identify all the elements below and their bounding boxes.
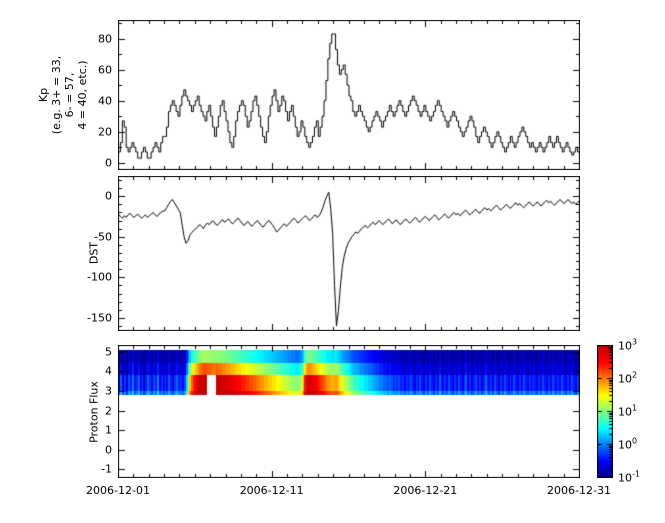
- y-tick-label: 0: [105, 156, 112, 170]
- colorbar-tick-label: 103: [618, 337, 638, 353]
- y-tick-label: -50: [94, 230, 112, 244]
- kp-step-plot: [118, 20, 580, 170]
- y-tick-label: 0: [105, 443, 112, 457]
- colorbar-tick-label: 10-1: [618, 469, 640, 485]
- flux-colorbar: [597, 345, 613, 478]
- x-tick-label: 2006-12-31: [547, 484, 611, 497]
- colorbar-tick-label: 102: [618, 370, 638, 386]
- y-tick-label: 4: [105, 364, 112, 378]
- y-tick-label: 2: [105, 404, 112, 417]
- y-tick-label: 5: [105, 345, 112, 359]
- y-tick-label: 80: [98, 32, 112, 46]
- x-tick-label: 2006-12-11: [239, 484, 304, 497]
- y-tick-label: 60: [98, 63, 112, 77]
- y-tick-label: 3: [105, 384, 112, 398]
- y-tick-label: 1: [105, 423, 112, 437]
- x-tick-label: 2006-12-01: [86, 484, 150, 497]
- dst-axis-label: DST: [87, 241, 101, 265]
- y-tick-label: 0: [105, 189, 112, 203]
- y-tick-label: 40: [98, 94, 112, 108]
- y-tick-label: -150: [87, 311, 112, 325]
- proton-flux-spectrogram: [118, 345, 580, 478]
- y-tick-label: -100: [87, 270, 112, 284]
- colorbar-tick-label: 100: [618, 436, 638, 452]
- colorbar-tick-label: 101: [618, 403, 638, 419]
- dst-line-plot: [118, 176, 580, 331]
- x-tick-label: 2006-12-21: [393, 484, 458, 497]
- y-tick-label: 20: [98, 125, 112, 139]
- y-tick-label: -1: [101, 462, 112, 476]
